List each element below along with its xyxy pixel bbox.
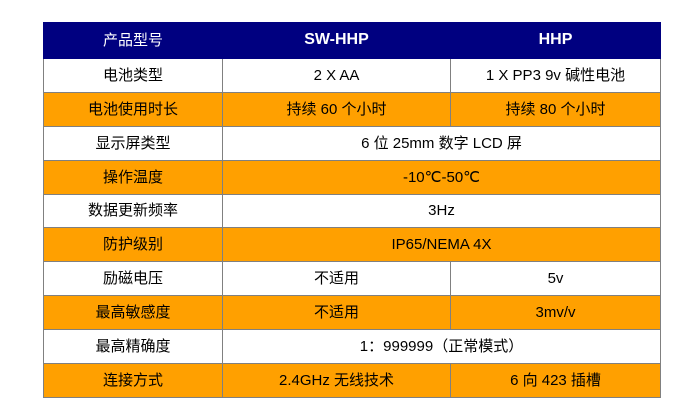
table-row: 励磁电压 不适用 5v xyxy=(43,261,661,297)
cell-battery-type-hhp-suffix: 碱性电池 xyxy=(565,66,626,84)
table-row: 最高精确度 1：999999（正常模式） xyxy=(43,329,661,365)
table-row: 显示屏类型 6 位 25mm 数字 LCD 屏 xyxy=(43,125,661,161)
table-row: 防护级别 IP65/NEMA 4X xyxy=(43,227,661,263)
table-row: 电池类型 2 X AA 1 X PP3 9v 碱性电池 xyxy=(43,58,661,93)
cell-operating-temperature-value: -10℃-50℃ xyxy=(222,159,661,195)
row-label-max-accuracy: 最高精确度 xyxy=(43,329,223,365)
row-label-max-sensitivity: 最高敏感度 xyxy=(43,295,223,331)
table-row: 连接方式 2.4GHz 无线技术 6 向 423 插槽 xyxy=(43,363,661,398)
cell-battery-type-sw-hhp: 2 X AA xyxy=(222,58,451,93)
row-label-display-type: 显示屏类型 xyxy=(43,125,223,161)
specification-table: 产品型号 SW-HHP HHP 电池类型 2 X AA 1 X PP3 9v 碱… xyxy=(43,21,661,398)
row-label-protection-rating: 防护级别 xyxy=(43,227,223,263)
row-label-battery-life: 电池使用时长 xyxy=(43,91,223,127)
cell-excitation-voltage-hhp: 5v xyxy=(450,261,661,297)
cell-display-type-value: 6 位 25mm 数字 LCD 屏 xyxy=(222,125,661,161)
table-row: 数据更新频率 3Hz xyxy=(43,193,661,229)
table-row: 操作温度 -10℃-50℃ xyxy=(43,159,661,195)
header-cell-label: 产品型号 xyxy=(43,21,223,60)
cell-max-accuracy-value: 1：999999（正常模式） xyxy=(222,329,661,365)
cell-excitation-voltage-sw-hhp: 不适用 xyxy=(222,261,451,297)
row-label-update-rate: 数据更新频率 xyxy=(43,193,223,229)
table-row: 电池使用时长 持续 60 个小时 持续 80 个小时 xyxy=(43,91,661,127)
row-label-connection-type: 连接方式 xyxy=(43,363,223,398)
cell-max-sensitivity-sw-hhp: 不适用 xyxy=(222,295,451,331)
cell-battery-life-hhp: 持续 80 个小时 xyxy=(450,91,661,127)
table-row: 最高敏感度 不适用 3mv/v xyxy=(43,295,661,331)
cell-protection-rating-value: IP65/NEMA 4X xyxy=(222,227,661,263)
cell-battery-life-sw-hhp: 持续 60 个小时 xyxy=(222,91,451,127)
cell-battery-type-hhp: 1 X PP3 9v 碱性电池 xyxy=(450,58,661,93)
row-label-battery-type: 电池类型 xyxy=(43,58,223,93)
header-cell-model-sw-hhp: SW-HHP xyxy=(222,21,451,60)
cell-connection-type-sw-hhp: 2.4GHz 无线技术 xyxy=(222,363,451,398)
specification-table-container: 产品型号 SW-HHP HHP 电池类型 2 X AA 1 X PP3 9v 碱… xyxy=(43,21,661,398)
cell-battery-type-hhp-bold: 1 X PP3 9v xyxy=(485,66,561,84)
cell-max-sensitivity-hhp: 3mv/v xyxy=(450,295,661,331)
row-label-operating-temperature: 操作温度 xyxy=(43,159,223,195)
cell-connection-type-hhp: 6 向 423 插槽 xyxy=(450,363,661,398)
row-label-excitation-voltage: 励磁电压 xyxy=(43,261,223,297)
header-cell-model-hhp: HHP xyxy=(450,21,661,60)
cell-update-rate-value: 3Hz xyxy=(222,193,661,229)
table-header-row: 产品型号 SW-HHP HHP xyxy=(43,21,661,60)
